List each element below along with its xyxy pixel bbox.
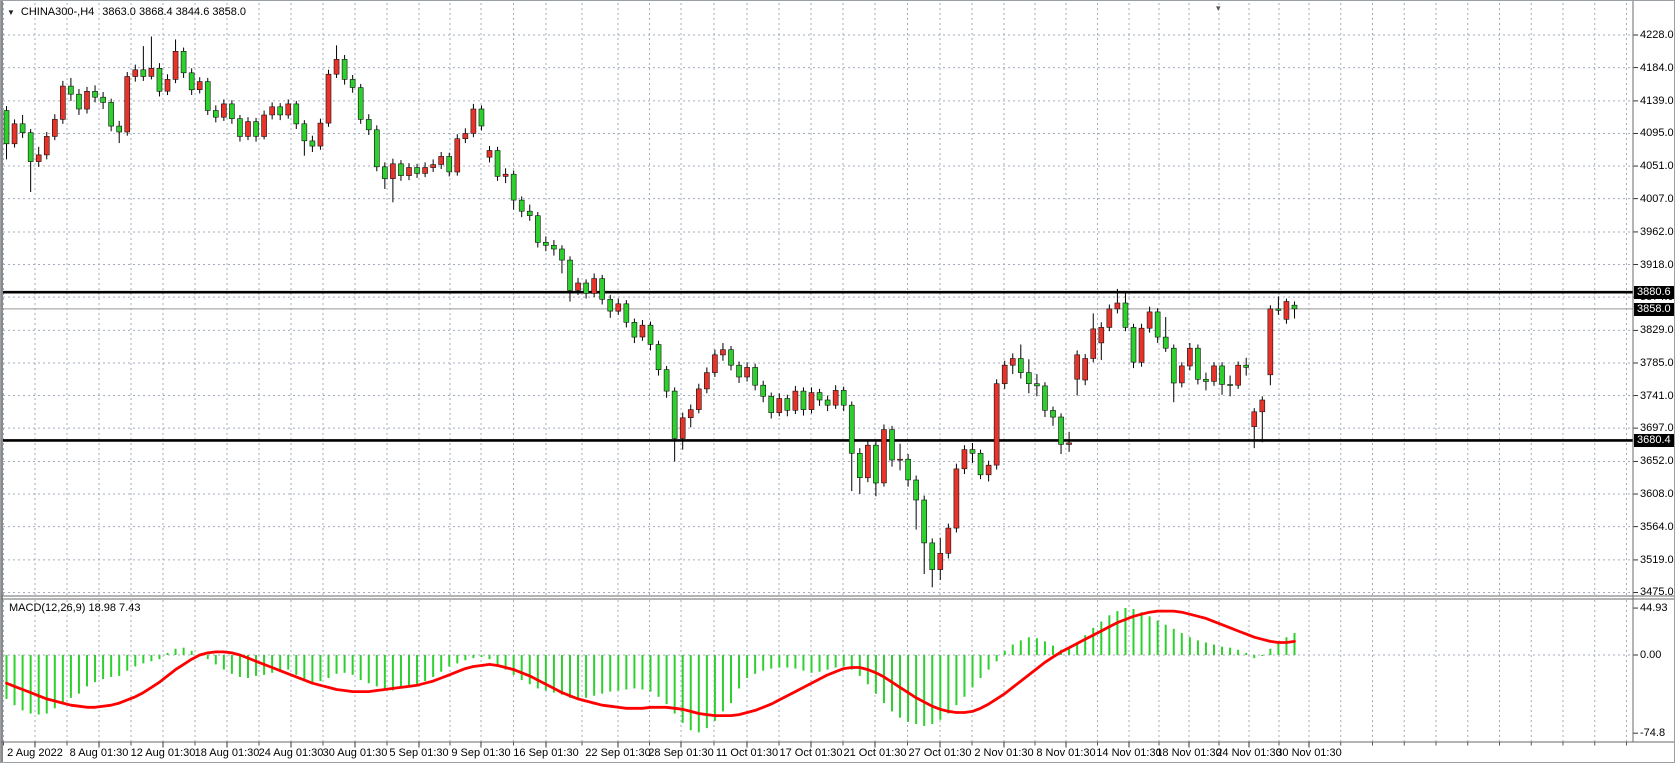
- date-tick-label: 24 Aug 01:30: [258, 747, 324, 759]
- date-tick-label: 11 Oct 01:30: [715, 747, 779, 759]
- price-tick-label: 4184.0: [1640, 61, 1674, 74]
- symbol-timeframe-label: CHINA300-,H4: [20, 6, 95, 18]
- date-tick-label: 22 Sep 01:30: [585, 747, 651, 759]
- date-tick-label: 12 Aug 01:30: [130, 747, 196, 759]
- date-tick-label: 30 Aug 01:30: [322, 747, 388, 759]
- resistance-price-tag: 3880.6: [1634, 286, 1674, 299]
- last-price-tag: 3858.0: [1634, 303, 1674, 316]
- date-tick-label: 5 Sep 01:30: [389, 747, 449, 759]
- price-tick-label: 3697.0: [1640, 422, 1674, 435]
- chart-shift-marker-icon[interactable]: ▾: [1216, 3, 1221, 13]
- price-tick-label: 4095.0: [1640, 127, 1674, 140]
- macd-indicator-label: MACD(12,26,9) 18.98 7.43: [9, 602, 141, 614]
- price-tick-label: 3519.0: [1640, 553, 1674, 566]
- macd-scale-min: -74.8: [1640, 727, 1666, 739]
- ohlc-values-label: 3863.0 3868.4 3844.6 3858.0: [102, 6, 247, 18]
- price-tick-label: 3475.0: [1640, 586, 1674, 599]
- date-tick-label: 8 Nov 01:30: [1036, 747, 1096, 759]
- date-tick-label: 9 Sep 01:30: [451, 747, 511, 759]
- price-tick-label: 4139.0: [1640, 94, 1674, 107]
- price-tick-label: 3608.0: [1640, 488, 1674, 501]
- date-tick-label: 17 Oct 01:30: [779, 747, 843, 759]
- symbol-dropdown-icon[interactable]: ▼: [7, 7, 15, 17]
- price-tick-label: 3962.0: [1640, 225, 1674, 238]
- price-tick-label: 3741.0: [1640, 389, 1674, 402]
- price-tick-label: 3564.0: [1640, 520, 1674, 533]
- price-tick-label: 4051.0: [1640, 160, 1674, 173]
- price-tick-label: 3652.0: [1640, 455, 1674, 468]
- date-tick-label: 24 Nov 01:30: [1216, 747, 1282, 759]
- price-tick-label: 3918.0: [1640, 258, 1674, 271]
- date-tick-label: 27 Oct 01:30: [908, 747, 972, 759]
- date-tick-label: 30 Nov 01:30: [1276, 747, 1342, 759]
- support-price-tag: 3680.4: [1634, 434, 1674, 447]
- date-tick-label: 8 Aug 01:30: [69, 747, 129, 759]
- symbol-ohlc-header: ▼ CHINA300-,H4 3863.0 3868.4 3844.6 3858…: [7, 5, 246, 19]
- price-tick-label: 4228.0: [1640, 29, 1674, 41]
- date-tick-label: 18 Aug 01:30: [194, 747, 260, 759]
- date-tick-label: 2 Aug 2022: [7, 747, 63, 759]
- price-tick-label: 3829.0: [1640, 324, 1674, 337]
- price-tick-label: 4007.0: [1640, 192, 1674, 205]
- date-tick-label: 2 Nov 01:30: [974, 747, 1034, 759]
- date-tick-label: 18 Nov 01:30: [1156, 747, 1222, 759]
- price-tick-label: 3785.0: [1640, 356, 1674, 369]
- date-tick-label: 21 Oct 01:30: [843, 747, 907, 759]
- window-left-border: [1, 1, 3, 762]
- date-tick-label: 14 Nov 01:30: [1096, 747, 1162, 759]
- macd-scale-zero: 0.00: [1640, 649, 1662, 661]
- macd-scale-max: 44.93: [1640, 602, 1668, 614]
- date-tick-label: 16 Sep 01:30: [513, 747, 579, 759]
- date-tick-label: 28 Sep 01:30: [648, 747, 714, 759]
